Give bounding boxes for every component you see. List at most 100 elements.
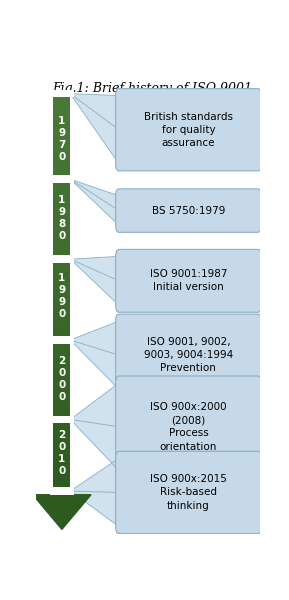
Bar: [53, 410, 70, 412]
Bar: [53, 322, 70, 323]
Bar: [53, 255, 70, 256]
Bar: [53, 151, 70, 152]
Bar: [53, 278, 70, 279]
Bar: [53, 439, 70, 440]
Bar: [50, 256, 74, 263]
Bar: [53, 209, 70, 211]
Bar: [53, 211, 70, 212]
Bar: [53, 98, 70, 100]
Text: 1
9
8
0: 1 9 8 0: [58, 194, 66, 241]
Bar: [53, 366, 70, 367]
Bar: [53, 268, 70, 269]
Bar: [53, 327, 70, 329]
Bar: [53, 432, 70, 433]
Bar: [53, 311, 70, 313]
Bar: [53, 106, 70, 107]
Bar: [53, 475, 70, 476]
Bar: [53, 365, 70, 366]
Bar: [53, 451, 70, 452]
Bar: [53, 369, 70, 370]
Bar: [53, 334, 70, 335]
Bar: [53, 291, 70, 292]
Bar: [53, 121, 70, 122]
Bar: [53, 359, 70, 361]
Bar: [53, 425, 70, 427]
Bar: [53, 216, 70, 217]
Bar: [53, 353, 70, 354]
Bar: [53, 344, 70, 346]
Bar: [53, 463, 70, 464]
Text: British standards
for quality
assurance: British standards for quality assurance: [144, 112, 233, 148]
Bar: [53, 252, 70, 254]
Bar: [53, 107, 70, 109]
FancyBboxPatch shape: [116, 250, 261, 312]
Bar: [53, 206, 70, 208]
Bar: [53, 133, 70, 134]
Bar: [53, 304, 70, 306]
Polygon shape: [70, 383, 119, 471]
Bar: [53, 358, 70, 359]
Bar: [53, 191, 70, 192]
Bar: [53, 416, 70, 417]
Bar: [53, 349, 70, 350]
Text: ISO 9001, 9002,
9003, 9004:1994
Prevention: ISO 9001, 9002, 9003, 9004:1994 Preventi…: [144, 337, 233, 373]
Bar: [53, 354, 70, 355]
Bar: [53, 104, 70, 105]
Bar: [53, 464, 70, 465]
Bar: [53, 269, 70, 271]
Bar: [53, 433, 70, 434]
FancyBboxPatch shape: [116, 376, 261, 478]
Bar: [53, 350, 70, 352]
Bar: [53, 292, 70, 294]
Bar: [53, 262, 70, 263]
Bar: [53, 271, 70, 272]
Bar: [53, 493, 70, 495]
FancyBboxPatch shape: [116, 189, 261, 232]
Bar: [53, 302, 70, 303]
Bar: [53, 152, 70, 153]
Bar: [53, 383, 70, 385]
Bar: [53, 158, 70, 160]
Bar: [53, 164, 70, 165]
Bar: [53, 250, 70, 251]
Bar: [53, 166, 70, 168]
Bar: [53, 202, 70, 203]
Bar: [53, 179, 70, 180]
Bar: [53, 481, 70, 482]
Bar: [53, 196, 70, 197]
Bar: [53, 296, 70, 298]
Bar: [53, 192, 70, 193]
Bar: [53, 337, 70, 338]
Text: Fig.1: Brief history of ISO 9001: Fig.1: Brief history of ISO 9001: [53, 82, 253, 95]
Bar: [53, 473, 70, 475]
Bar: [53, 119, 70, 121]
Bar: [53, 405, 70, 406]
Bar: [53, 371, 70, 373]
Polygon shape: [70, 256, 119, 305]
Bar: [53, 248, 70, 250]
Bar: [53, 310, 70, 311]
Polygon shape: [70, 94, 119, 164]
Bar: [53, 235, 70, 236]
Bar: [53, 220, 70, 221]
Bar: [53, 412, 70, 413]
Bar: [53, 153, 70, 154]
Bar: [53, 326, 70, 327]
Bar: [53, 352, 70, 353]
Bar: [53, 364, 70, 365]
Bar: [53, 168, 70, 169]
Bar: [53, 137, 70, 139]
Bar: [53, 208, 70, 209]
Bar: [53, 428, 70, 429]
Bar: [53, 381, 70, 382]
Bar: [53, 362, 70, 364]
Bar: [53, 314, 70, 315]
Bar: [53, 194, 70, 196]
Bar: [53, 306, 70, 307]
Bar: [53, 228, 70, 229]
Bar: [53, 224, 70, 226]
Bar: [53, 157, 70, 158]
Bar: [53, 315, 70, 317]
Bar: [53, 257, 70, 259]
Bar: [53, 267, 70, 268]
